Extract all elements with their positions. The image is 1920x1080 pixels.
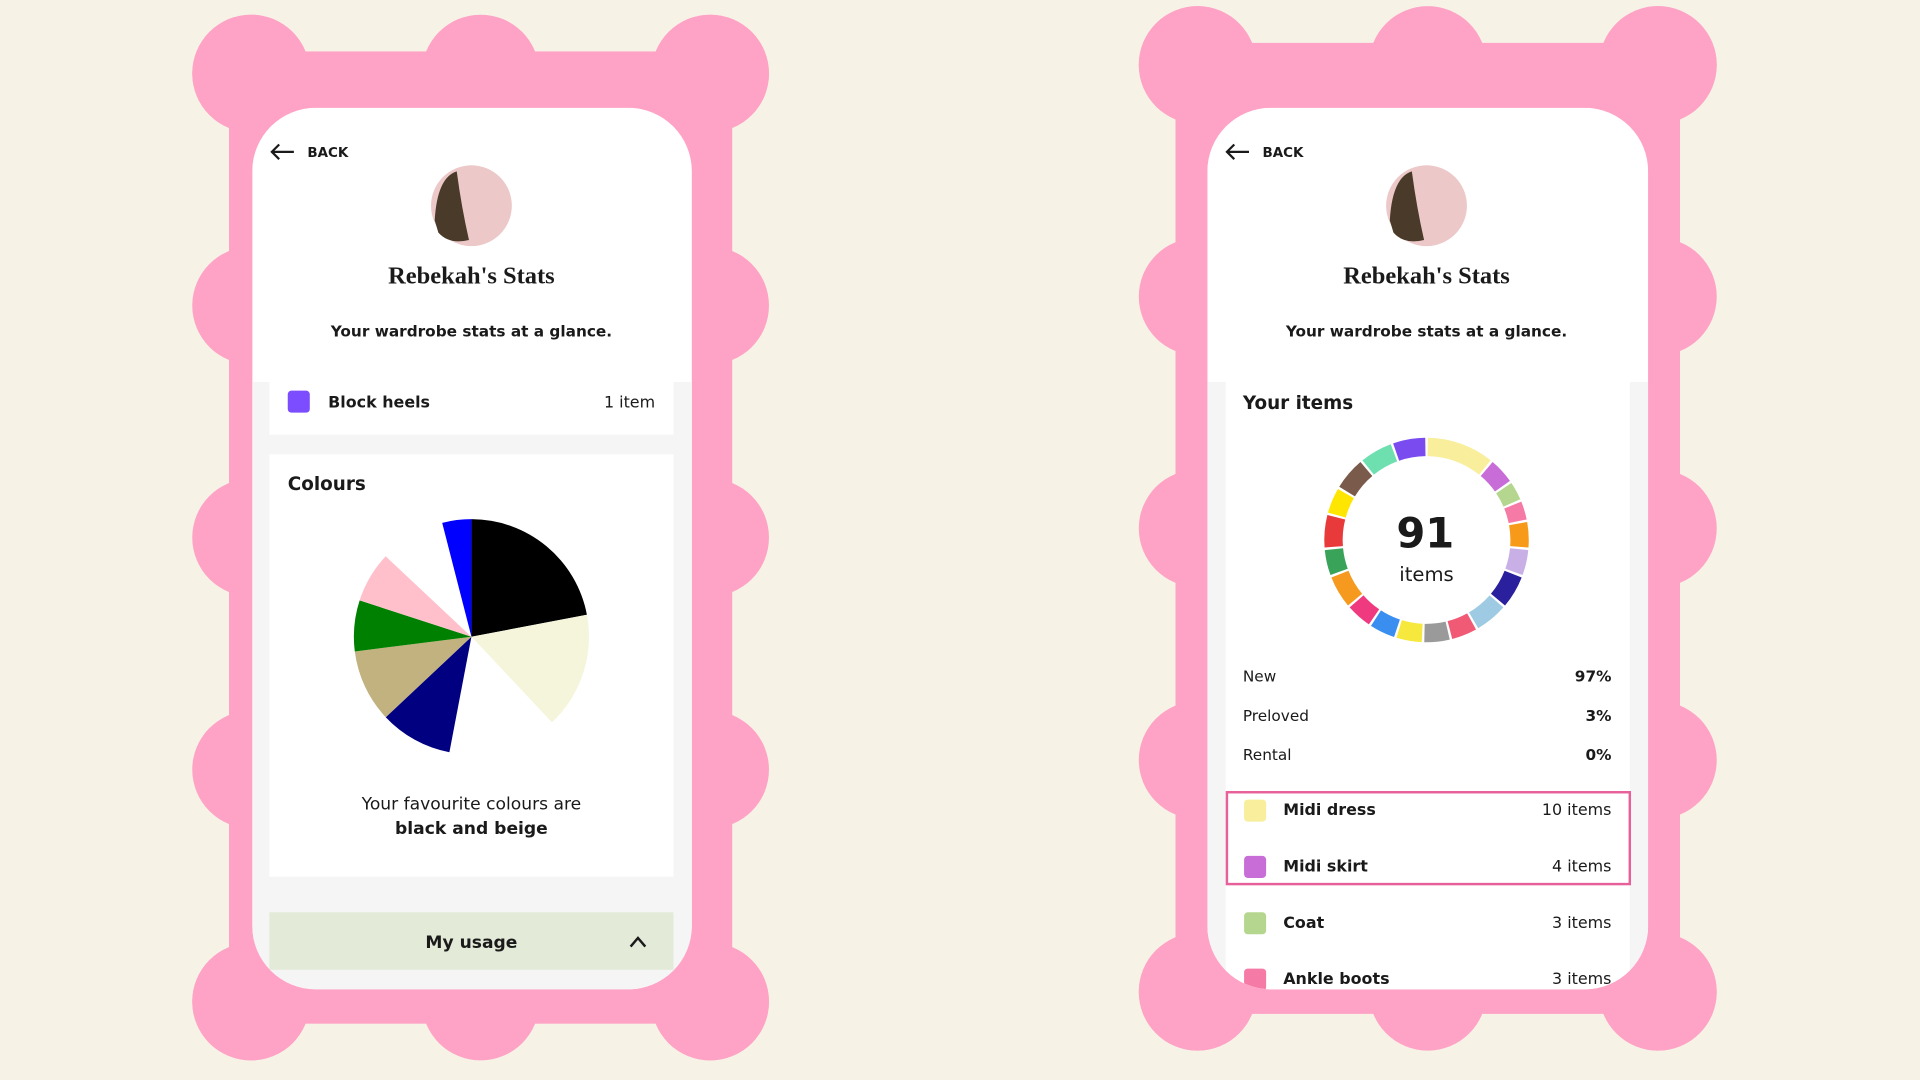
pie-slice [449, 636, 552, 755]
pie-slice [359, 556, 472, 637]
item-count: 10 items [1542, 800, 1612, 819]
donut-segment [1447, 613, 1477, 639]
caption: Your favourite colours are [361, 794, 582, 814]
item-count: 3 items [1552, 969, 1611, 988]
frame-bump [1138, 6, 1257, 124]
pie-slice [442, 519, 472, 637]
items-card [1225, 382, 1630, 990]
avatar-figure [434, 171, 469, 242]
donut-segment [1427, 437, 1491, 475]
color-swatch [1244, 799, 1267, 822]
back-button[interactable]: BACK [1262, 146, 1304, 161]
donut-segment [1396, 620, 1423, 643]
frame-bump [1599, 6, 1717, 124]
donut-segment [1324, 548, 1348, 576]
item-count: 3 items [1552, 913, 1611, 932]
donut-segment [1362, 444, 1398, 475]
donut-segment [1468, 595, 1504, 629]
stat-value: 97% [1575, 668, 1612, 686]
pie-slice [471, 614, 589, 723]
donut-segment [1424, 621, 1450, 643]
highlight-box [1225, 791, 1632, 886]
stat-label: New [1243, 668, 1276, 686]
stat-label: Preloved [1243, 707, 1309, 725]
item-count: 4 items [1552, 856, 1611, 875]
pie-slice [385, 636, 472, 753]
frame-bump [1368, 6, 1487, 124]
donut-segment [1504, 501, 1527, 524]
avatar-figure [1389, 171, 1425, 242]
item-label: Midi dress [1283, 800, 1376, 819]
donut-segment [1339, 461, 1373, 497]
subtitle: Your wardrobe stats at a glance. [330, 322, 612, 340]
stat-value: 3% [1585, 707, 1611, 725]
color-swatch [1244, 968, 1267, 990]
frame-bump [421, 14, 540, 133]
pie-slice [353, 600, 472, 652]
donut-segment [1480, 461, 1510, 492]
total: 91 [1396, 508, 1454, 557]
donut-segment [1370, 610, 1401, 637]
donut-segment [1328, 488, 1354, 518]
donut-segment [1324, 515, 1346, 548]
back-button[interactable]: BACK [307, 146, 349, 161]
subtitle: Your wardrobe stats at a glance. [1285, 322, 1567, 340]
chevron-up[interactable] [629, 936, 647, 948]
pie-slice [385, 522, 472, 637]
title: Rebekah's Stats [388, 263, 555, 290]
back-arrow[interactable] [1225, 143, 1249, 160]
donut-segment [1490, 570, 1522, 606]
phone-screen: BACK Rebekah's Stats Your wardrobe stats a… [1207, 107, 1649, 990]
list-card [269, 382, 674, 435]
stat-label: Rental [1243, 746, 1292, 764]
pie-slice [354, 636, 472, 718]
usage-button-label[interactable]: My usage [425, 933, 517, 953]
total-label: items [1399, 563, 1453, 586]
donut-segment [1505, 548, 1529, 576]
card-heading: Colours [288, 474, 366, 495]
stat-value: 0% [1585, 746, 1611, 764]
donut-segment [1496, 482, 1521, 507]
title: Rebekah's Stats [1343, 263, 1510, 290]
donut-segment [1331, 570, 1363, 606]
color-swatch [1244, 912, 1267, 935]
back-arrow[interactable] [270, 143, 294, 160]
donut-segment [1509, 521, 1529, 548]
item-count: 1 item [604, 392, 655, 411]
color-swatch [287, 390, 310, 413]
frame-bump [651, 942, 769, 1061]
frame-bump [651, 14, 769, 133]
card-heading: Your items [1242, 393, 1353, 414]
donut-segment [1349, 595, 1380, 625]
item-label: Ankle boots [1283, 969, 1389, 988]
item-label: Block heels [328, 392, 430, 411]
item-label: Coat [1283, 913, 1324, 932]
item-label: Midi skirt [1283, 856, 1368, 875]
frame-bump [192, 14, 310, 133]
donut-segment [1393, 437, 1426, 461]
usage-button[interactable] [269, 912, 674, 970]
caption-highlight: black and beige [395, 819, 548, 839]
phone-screen: BACK Rebekah's Stats Your wardrobe stats a… [252, 107, 692, 990]
color-swatch [1244, 855, 1267, 878]
pie-slice [471, 519, 587, 637]
